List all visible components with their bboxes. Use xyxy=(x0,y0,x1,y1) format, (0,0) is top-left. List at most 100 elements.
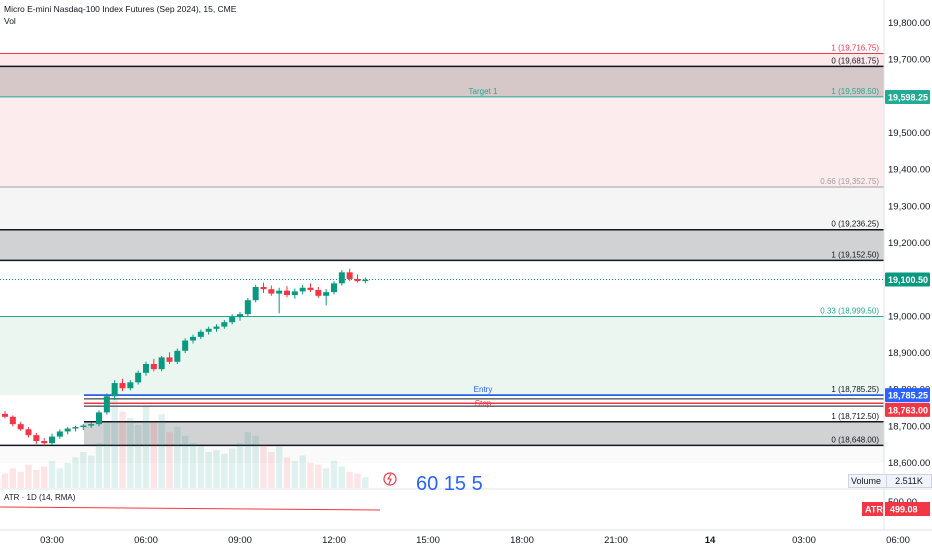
volume-bar xyxy=(244,432,252,488)
time-tick-label: 06:00 xyxy=(886,535,910,546)
annotation-stop: Stop xyxy=(475,399,492,408)
volume-bar xyxy=(48,461,56,488)
candle-body xyxy=(362,279,369,282)
price-tick-label: 19,500.00 xyxy=(888,128,930,139)
atr-tag-name: ATR xyxy=(865,505,883,515)
candle-body xyxy=(49,436,55,444)
volume-bar xyxy=(17,471,24,488)
candle-body xyxy=(268,289,275,294)
candle-body xyxy=(291,291,298,296)
volume-bar xyxy=(221,453,228,488)
price-tag-bg xyxy=(885,402,930,417)
level-label: 1 (18,712.50) xyxy=(831,412,879,421)
candle-body xyxy=(237,314,243,318)
volume-bar xyxy=(25,464,32,488)
price-tags: 19,100.50 19,598.25 18,785.25 18,763.00 xyxy=(885,89,930,417)
volume-layer xyxy=(0,398,369,488)
alert-icon[interactable] xyxy=(383,472,397,486)
volume-bar xyxy=(205,452,212,488)
volume-bar xyxy=(56,468,64,488)
time-tick-label: 06:00 xyxy=(134,535,158,546)
candle-body xyxy=(338,272,345,284)
annotations-layer: Target 1 Entry Stop xyxy=(469,87,498,408)
level-label: 0 (18,648.00) xyxy=(831,435,879,444)
volume-bar xyxy=(283,457,291,488)
level-label: 1 (19,716.75) xyxy=(831,44,879,53)
time-tick-label: 03:00 xyxy=(792,535,816,546)
volume-bar xyxy=(150,421,158,488)
vol-label: Vol xyxy=(4,16,16,26)
candle-body xyxy=(284,290,290,296)
candle-body xyxy=(56,431,63,437)
volume-bar xyxy=(362,477,369,488)
price-tag-label: 19,100.50 xyxy=(888,275,928,285)
time-tick-label: 14 xyxy=(705,535,716,546)
price-tick-label: 19,000.00 xyxy=(888,311,930,322)
volume-bar xyxy=(111,398,118,488)
volume-bar xyxy=(275,446,283,488)
annotation-entry: Entry xyxy=(474,385,493,394)
candle-body xyxy=(197,331,204,337)
time-tick-label: 21:00 xyxy=(604,535,628,546)
level-label: 1 (19,598.50) xyxy=(831,87,879,96)
level-label: 0 (19,236.25) xyxy=(831,220,879,229)
candle-body xyxy=(41,441,48,444)
time-tick-label: 12:00 xyxy=(322,535,346,546)
volume-bar xyxy=(197,446,205,488)
price-tag-bg xyxy=(885,388,930,403)
candle-body xyxy=(2,413,8,417)
candle-body xyxy=(119,383,126,389)
candles-layer xyxy=(0,268,369,446)
candle-body xyxy=(143,364,149,373)
volume-bar xyxy=(189,443,197,488)
price-tick-label: 18,900.00 xyxy=(888,348,930,359)
zone-grey-lower xyxy=(84,421,884,446)
time-tick-label: 03:00 xyxy=(40,535,64,546)
price-tick-label: 19,800.00 xyxy=(888,18,930,29)
volume-bar xyxy=(338,466,346,488)
volume-bar xyxy=(95,443,103,488)
candle-body xyxy=(9,416,16,425)
volume-bar xyxy=(166,432,173,488)
volume-bar xyxy=(346,471,353,488)
volume-bar xyxy=(315,464,322,488)
candle-body xyxy=(299,287,306,292)
candle-body xyxy=(111,383,118,397)
atr-tag-name-bg xyxy=(862,502,883,516)
atr-tag-value: 499.08 xyxy=(890,505,918,515)
volume-bar xyxy=(127,417,134,488)
volume-bar xyxy=(142,407,150,488)
volume-bar xyxy=(9,468,17,488)
volume-bar xyxy=(260,444,267,488)
volume-bar xyxy=(181,435,189,488)
candle-body xyxy=(150,364,157,370)
candle-body xyxy=(88,424,95,426)
volume-bar xyxy=(72,457,79,488)
candle-body xyxy=(331,283,337,293)
volume-bar xyxy=(33,470,40,488)
zone-entry xyxy=(84,395,884,422)
time-tick-label: 18:00 xyxy=(510,535,534,546)
candle-body xyxy=(323,292,330,296)
volume-bar xyxy=(252,435,259,488)
candle-body xyxy=(158,357,165,370)
volume-bar xyxy=(87,455,95,488)
time-tick-label: 09:00 xyxy=(228,535,252,546)
candle-body xyxy=(190,336,196,341)
candle-body xyxy=(103,396,110,413)
level-label: 1 (18,785.25) xyxy=(831,385,879,394)
price-tag-label: 18,763.00 xyxy=(888,405,928,415)
chart-title: Micro E-mini Nasdaq-100 Index Futures (S… xyxy=(4,4,237,14)
volume-bar xyxy=(291,461,299,488)
time-tick-label: 15:00 xyxy=(416,535,440,546)
volume-bar xyxy=(103,423,111,488)
price-tick-label: 18,700.00 xyxy=(888,421,930,432)
time-axis[interactable]: 03:00 06:00 09:00 12:00 15:00 18:00 21:00 14 03:… xyxy=(40,535,910,546)
price-tag-bg xyxy=(885,272,930,287)
zone-bottom xyxy=(0,445,884,463)
candle-body xyxy=(25,429,32,436)
volume-bar xyxy=(330,461,338,488)
candle-body xyxy=(221,322,228,327)
